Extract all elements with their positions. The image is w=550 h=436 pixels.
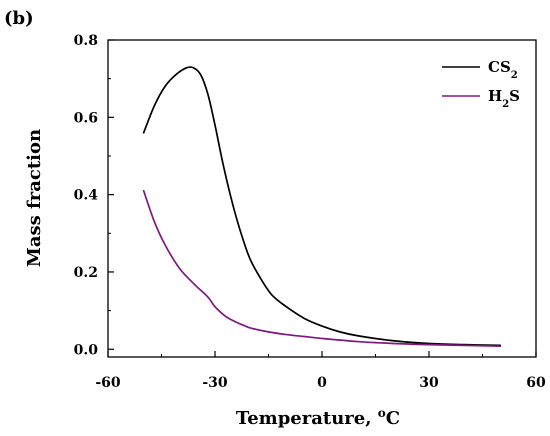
x-axis-title-text: Temperature,: [236, 408, 378, 429]
y-tick-label: 0.8: [74, 33, 98, 49]
plot-frame: [107, 39, 537, 358]
y-tick-label: 0.0: [74, 342, 99, 358]
panel-label: (b): [4, 8, 34, 29]
series-line-h2s: [142, 189, 502, 348]
x-axis-ticks: -60 -30 0 30 60: [95, 351, 546, 391]
y-tick-label: 0.2: [74, 265, 98, 281]
legend-label-h2s: H2S: [488, 87, 520, 110]
y-tick-label: 0.4: [74, 188, 99, 204]
x-tick-label: 0: [317, 375, 327, 391]
x-tick-label: -30: [202, 375, 228, 391]
x-tick-label: 60: [526, 375, 546, 391]
x-tick-label: 30: [419, 375, 439, 391]
x-axis-title-degree: o: [378, 406, 386, 420]
legend-label-cs2: CS2: [488, 58, 518, 81]
y-tick-label: 0.6: [74, 110, 98, 126]
y-axis-title: Mass fraction: [24, 129, 45, 267]
x-tick-label: -60: [95, 375, 121, 391]
series-line-cs2: [142, 66, 502, 347]
y-axis-ticks: 0.0 0.2 0.4 0.6 0.8: [74, 33, 114, 358]
series-layer: [142, 66, 502, 348]
x-axis-title-unit: C: [386, 408, 400, 429]
x-axis-title: Temperature, oC: [236, 406, 400, 429]
legend: CS2 H2S: [442, 58, 520, 110]
